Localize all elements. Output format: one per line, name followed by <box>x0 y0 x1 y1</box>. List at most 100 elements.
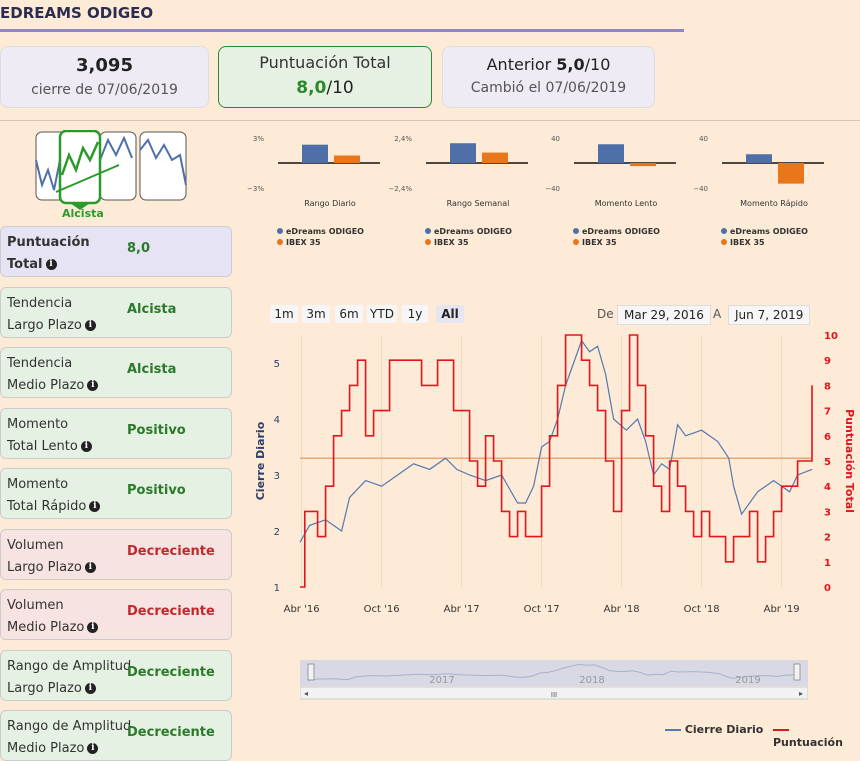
mini-tick-label: 2,4% <box>394 135 412 143</box>
indicator-label-line1: Momento <box>7 416 69 432</box>
navigator-year-label: 2019 <box>735 675 760 686</box>
legend-dot <box>721 239 727 245</box>
y-tick-label: 4 <box>274 415 280 426</box>
mini-tick-label: −40 <box>693 185 708 193</box>
info-icon[interactable]: i <box>87 380 99 391</box>
info-icon[interactable]: i <box>84 561 96 573</box>
x-tick-label: Abr '19 <box>764 604 800 615</box>
mini-legend-b: IBEX 35 <box>582 238 617 247</box>
mini-chart-title: Rango Diario <box>304 199 356 208</box>
indicator-label-line1: Volumen <box>7 537 64 553</box>
trend-indicator <box>34 129 188 220</box>
indicator-label-line2: Largo Plazo <box>7 317 82 333</box>
mini-tick-label: −3% <box>247 185 264 193</box>
price-value: 3,095 <box>76 55 133 76</box>
to-label: A <box>713 307 722 321</box>
indicator-value: Positivo <box>127 422 186 438</box>
x-tick-label: Oct '16 <box>364 604 400 615</box>
mini-tick-label: 3% <box>253 135 264 143</box>
legend-dot <box>573 239 579 245</box>
indicator-label-line1: Momento <box>7 477 69 492</box>
y2-axis-title: Puntuación Total <box>843 409 856 513</box>
range-button-ytd[interactable]: YTD <box>367 305 397 323</box>
indicator-value: Decreciente <box>127 664 215 680</box>
scrollbar-grip-icon[interactable]: III <box>551 691 557 699</box>
trend-chart-icon <box>35 129 187 210</box>
scroll-right-icon[interactable]: ▸ <box>799 689 803 698</box>
indicator-label-line2: Total <box>7 257 43 272</box>
indicator-card: Tendencia Medio Plazo i Alcista <box>0 347 232 398</box>
previous-value: 5,0 <box>556 55 585 74</box>
indicator-label-line1: Tendencia <box>7 356 73 371</box>
mini-bar <box>778 163 804 184</box>
indicator-label-line2: Largo Plazo <box>7 680 82 696</box>
scroll-left-icon[interactable]: ◂ <box>304 689 308 698</box>
from-date-input[interactable]: Mar 29, 2016 <box>617 305 711 325</box>
y-tick-label: 5 <box>274 359 280 370</box>
y2-tick-label: 7 <box>824 407 831 418</box>
total-score-suffix: /10 <box>326 78 354 98</box>
indicator-card: Volumen Medio Plazo i Decreciente <box>0 589 232 640</box>
mini-legend-a: eDreams ODIGEO <box>582 227 660 236</box>
navigator-series <box>307 663 801 681</box>
range-button-all[interactable]: All <box>436 305 464 323</box>
indicator-label-line2: Largo Plazo <box>7 559 82 575</box>
info-icon[interactable]: i <box>84 319 96 331</box>
indicator-card: Tendencia Largo Plazo i Alcista <box>0 286 232 338</box>
from-label: De <box>597 307 614 321</box>
indicator-card: Momento Total Lento i Positivo <box>0 407 232 459</box>
indicator-label-line1: Rango de Amplitud <box>7 719 132 734</box>
info-icon[interactable]: i <box>87 622 99 633</box>
y2-tick-label: 6 <box>824 432 831 443</box>
info-icon[interactable]: i <box>84 682 96 694</box>
navigator-year-label: 2017 <box>429 675 454 686</box>
mini-bar <box>450 143 476 163</box>
y2-tick-label: 9 <box>824 356 831 367</box>
legend-puntuacion[interactable]: Puntuación <box>773 723 860 749</box>
previous-suffix: /10 <box>584 55 611 74</box>
info-icon[interactable]: i <box>87 743 99 754</box>
mini-legend-a: eDreams ODIGEO <box>286 227 364 236</box>
range-button-1y[interactable]: 1y <box>402 305 428 323</box>
mini-chart-2: 2,4% −2,4% Rango Semanal eDreams ODIGEO IBEX… <box>388 135 528 247</box>
y2-tick-label: 3 <box>824 507 831 518</box>
info-icon[interactable]: i <box>89 501 101 512</box>
price-card: 3,095 cierre de 07/06/2019 <box>0 46 209 108</box>
legend-dot <box>277 228 283 234</box>
mini-legend-b: IBEX 35 <box>730 238 765 247</box>
mini-bar <box>746 154 772 163</box>
indicator-value: Alcista <box>127 301 177 317</box>
indicator-value: 8,0 <box>127 241 151 256</box>
total-score-value: 8,0 <box>296 78 327 98</box>
total-score-label: Puntuación Total <box>259 53 391 72</box>
mini-chart-4: 40 −40 Momento Rápido eDreams ODIGEO IBEX 35 <box>693 135 824 247</box>
range-button-1m[interactable]: 1m <box>270 305 298 323</box>
series-cierre-diario <box>299 339 813 543</box>
indicator-card: Momento Total Rápido i Positivo <box>0 468 232 519</box>
indicator-value: Decreciente <box>127 604 215 619</box>
chart-navigator[interactable]: 2017 2018 2019 ◂ ▸ III <box>299 660 809 700</box>
mini-tick-label: −2,4% <box>388 185 412 193</box>
mini-chart-1: 3% −3% Rango Diario eDreams ODIGEO IBEX 35 <box>247 135 380 247</box>
navigator-handle-left[interactable] <box>307 663 315 681</box>
series-puntuacion <box>300 334 813 588</box>
indicator-label-line1: Rango de Amplitud <box>7 658 132 674</box>
mini-bar <box>334 155 360 163</box>
indicator-value: Decreciente <box>127 543 215 559</box>
info-icon[interactable]: i <box>45 259 57 270</box>
legend-dot <box>425 228 431 234</box>
comparison-bar-charts: 3% −3% Rango Diario eDreams ODIGEO IBEX 35 2,… <box>247 135 824 247</box>
previous-change-date: Cambió el 07/06/2019 <box>470 80 627 96</box>
legend-cierre[interactable]: Cierre Diario <box>665 723 763 736</box>
range-button-6m[interactable]: 6m <box>335 305 363 323</box>
y2-tick-label: 10 <box>824 331 838 342</box>
info-icon[interactable]: i <box>80 440 92 452</box>
y-axis-title: Cierre Diario <box>254 421 267 500</box>
y-tick-label: 2 <box>274 527 280 538</box>
navigator-handle-right[interactable] <box>793 663 801 681</box>
range-button-3m[interactable]: 3m <box>302 305 330 323</box>
indicator-card: Rango de Amplitud Medio Plazo i Decreciente <box>0 710 232 761</box>
legend-dot <box>573 228 579 234</box>
to-date-input[interactable]: Jun 7, 2019 <box>728 305 811 325</box>
stock-title: EDREAMS ODIGEO <box>0 4 154 22</box>
